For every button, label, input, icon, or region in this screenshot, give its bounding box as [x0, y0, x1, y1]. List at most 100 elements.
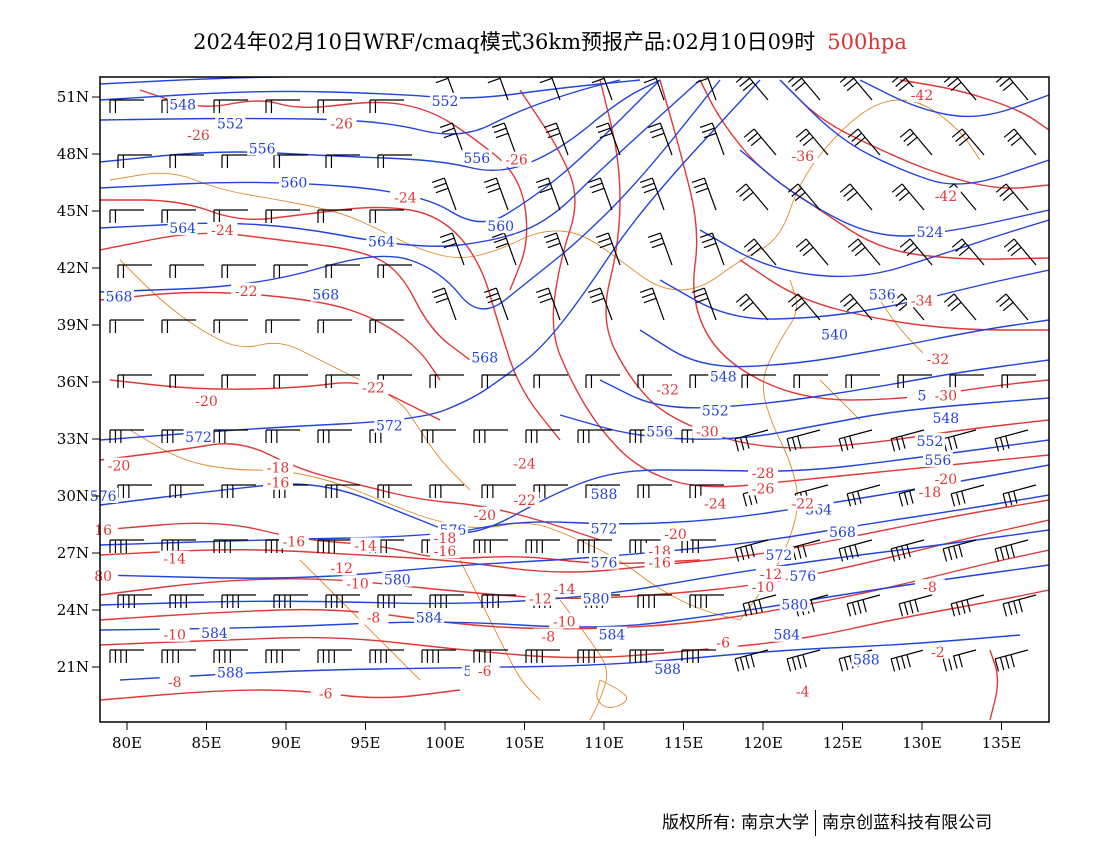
height-label: 556: [463, 151, 490, 167]
wind-barb-flag: [1018, 599, 1023, 613]
height-label-bg: [167, 220, 198, 236]
wind-barb-flag: [838, 438, 844, 452]
wind-barb-flag: [735, 77, 744, 83]
temp-label-bg: [907, 292, 937, 308]
wind-barb-flag: [958, 136, 970, 147]
temp-label: -2: [931, 645, 945, 661]
height-label-bg: [851, 651, 882, 667]
wind-barb-flag: [693, 182, 707, 189]
wind-barb-flag: [995, 77, 1004, 83]
lat-tick-label: 27N: [57, 544, 89, 562]
lat-tick-label: 39N: [57, 316, 89, 334]
temp-label-bg: [430, 543, 460, 559]
wind-barb-flag: [649, 127, 663, 134]
height-label-bg: [310, 286, 341, 302]
wind-barb-flag: [441, 127, 455, 134]
wind-barb-flag: [742, 191, 754, 202]
wind-barb-flag: [493, 237, 507, 244]
wind-barb-flag: [1003, 128, 1015, 138]
temp-label-bg: [660, 526, 691, 541]
temp-label: -4: [796, 685, 810, 701]
height-label: 572: [766, 548, 793, 564]
height-contour: [859, 79, 1049, 118]
wind-barb-flag: [999, 547, 1005, 561]
wind-barb-flag: [739, 77, 751, 87]
border-line: [559, 599, 608, 721]
wind-barb-flag: [484, 68, 496, 72]
temp-label-bg: [509, 455, 540, 471]
temp-label: -18: [919, 485, 942, 501]
wind-barb-staff: [735, 429, 769, 440]
wind-barb-flag: [547, 242, 561, 249]
wind-barb-flag: [903, 242, 915, 252]
temp-label-bg: [159, 550, 190, 566]
wind-barb-flag: [701, 237, 715, 244]
height-label-bg: [700, 402, 731, 418]
wind-barb-flag: [958, 654, 963, 668]
height-label: 568: [471, 350, 498, 366]
temp-label-bg: [326, 560, 357, 576]
height-label: 568: [312, 288, 339, 304]
temp-label: -24: [513, 457, 536, 473]
height-label-bg: [167, 96, 198, 112]
temperature-contour: [139, 89, 528, 291]
wind-barb-flag: [589, 182, 603, 189]
height-contour: [100, 79, 621, 135]
height-label: 580: [583, 592, 610, 608]
wind-barb-flag: [906, 544, 911, 558]
height-label-bg: [104, 288, 135, 304]
wind-barb-flag: [786, 658, 792, 672]
border-line: [819, 379, 861, 421]
height-label-bg: [914, 432, 945, 448]
wind-barb-flag: [734, 548, 740, 562]
wind-barb-flag: [1010, 544, 1015, 558]
lon-tick-label: 115E: [664, 734, 704, 752]
height-label: 524: [917, 225, 944, 241]
lat-tick-label: 51N: [57, 88, 89, 106]
wind-barb-flag: [591, 297, 605, 304]
wind-barb-flag: [701, 127, 715, 134]
temp-label-bg: [358, 379, 389, 395]
wind-barb-flag: [961, 600, 966, 614]
height-label-bg: [589, 486, 619, 502]
height-label-bg: [787, 567, 818, 583]
height-contour: [559, 397, 1049, 440]
wind-barb-flag: [999, 297, 1011, 307]
wind-barb-flag: [851, 132, 863, 142]
temp-label-bg: [509, 491, 540, 507]
temp-label-bg: [525, 590, 556, 606]
wind-barb-flag: [947, 77, 959, 87]
wind-barb-staff: [847, 484, 881, 495]
height-contour: [659, 269, 1049, 320]
wind-barb-flag: [539, 187, 553, 194]
wind-barb-flag: [839, 293, 851, 303]
wind-barb-flag: [641, 292, 655, 299]
temperature-contour: [519, 89, 1049, 488]
lon-tick-label: 125E: [823, 734, 863, 752]
wind-barb-flag: [895, 547, 901, 561]
wind-barb-flag: [1010, 654, 1015, 668]
wind-barb-flag: [794, 81, 806, 92]
temp-label: -16: [434, 544, 457, 560]
wind-barb-flag: [802, 654, 807, 668]
height-label: 588: [217, 666, 244, 682]
wind-barb-flag: [839, 183, 851, 193]
temp-label-bg: [549, 613, 580, 629]
wind-barb-flag: [535, 287, 549, 294]
wind-barb-flag: [750, 136, 762, 147]
wind-barb-flag: [1002, 191, 1014, 202]
wind-barb-flag: [651, 132, 665, 139]
temp-label: -12: [760, 567, 783, 583]
wind-barb-flag: [843, 297, 855, 307]
height-label-bg: [88, 488, 119, 503]
wind-barb-flag: [734, 438, 740, 452]
height-label-bg: [382, 571, 413, 587]
wind-barb-flag: [898, 191, 910, 202]
wind-barb-flag: [950, 603, 956, 617]
wind-barb-staff: [943, 429, 977, 440]
wind-barb-flag: [640, 68, 652, 72]
temperature-contour: [739, 259, 1049, 331]
temp-label-bg: [342, 575, 373, 591]
temp-label-bg: [787, 147, 818, 163]
wind-barb-flag: [854, 544, 859, 558]
